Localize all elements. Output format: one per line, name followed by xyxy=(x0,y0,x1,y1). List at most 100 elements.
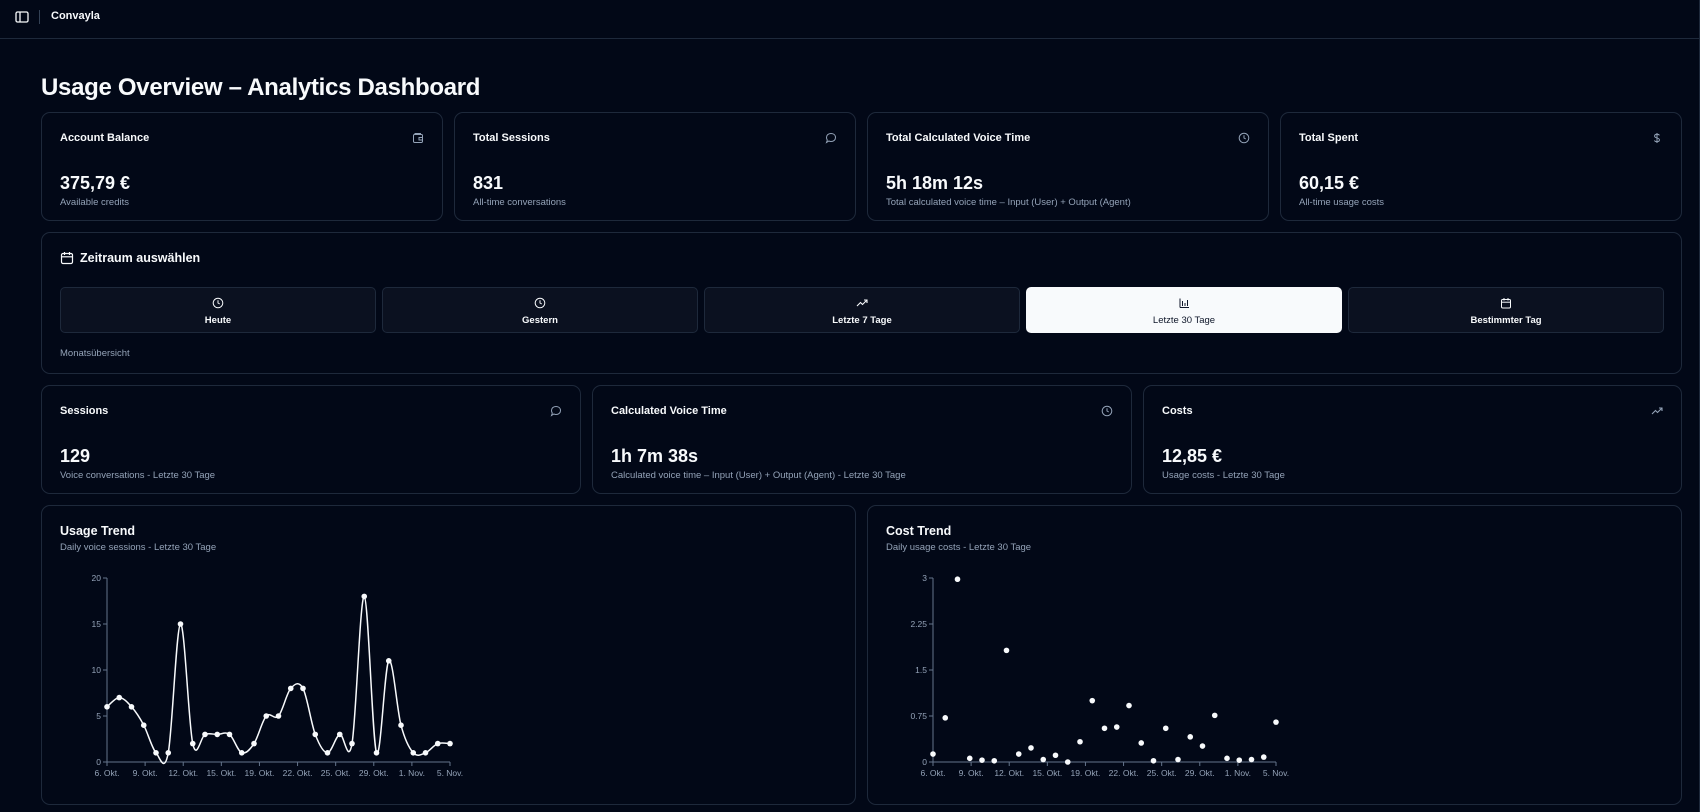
chat-bubble-icon xyxy=(550,405,562,417)
period-button-last-30-days[interactable]: Letzte 30 Tage xyxy=(1026,287,1342,333)
data-point xyxy=(1052,752,1059,759)
total-sessions-card: Total Sessions 831 All-time conversation… xyxy=(454,112,856,221)
voice-time-card: Calculated Voice Time 1h 7m 38s Calculat… xyxy=(592,385,1132,494)
data-point xyxy=(1150,757,1157,764)
data-point xyxy=(1028,745,1034,751)
card-title: Calculated Voice Time xyxy=(611,405,727,417)
bar-chart-icon xyxy=(1179,298,1189,308)
data-point xyxy=(312,731,319,738)
x-tick-label: 9. Okt. xyxy=(133,768,158,778)
data-point xyxy=(1224,755,1230,762)
x-tick-label: 5. Nov. xyxy=(437,768,463,778)
data-point xyxy=(300,685,306,692)
card-value: 1h 7m 38s xyxy=(611,446,699,466)
data-point xyxy=(1101,725,1108,732)
card-title: Total Spent xyxy=(1299,132,1359,144)
data-point xyxy=(251,740,257,747)
card-subtitle: Voice conversations - Letzte 30 Tage xyxy=(60,470,216,481)
data-point xyxy=(1040,756,1047,763)
chat-bubble-icon xyxy=(825,132,837,144)
data-point xyxy=(263,713,270,719)
x-tick-label: 29. Okt. xyxy=(359,768,389,778)
data-point xyxy=(189,740,196,747)
x-tick-label: 12. Okt. xyxy=(994,768,1024,778)
period-button-yesterday[interactable]: Gestern xyxy=(382,287,698,333)
x-tick-label: 15. Okt. xyxy=(206,768,236,778)
data-point xyxy=(373,750,380,756)
card-subtitle: Available credits xyxy=(60,197,130,208)
data-point xyxy=(226,731,233,738)
period-title: Zeitraum auswählen xyxy=(80,251,201,265)
data-point xyxy=(410,750,417,756)
calendar-icon xyxy=(1501,298,1511,309)
card-value: 129 xyxy=(60,446,91,466)
month-overview-note: Monatsübersicht xyxy=(60,348,130,359)
y-tick-label: 5 xyxy=(96,711,101,721)
data-point xyxy=(287,685,294,692)
series-line xyxy=(106,595,451,765)
data-point xyxy=(398,722,404,728)
x-tick-label: 25. Okt. xyxy=(1147,768,1177,778)
data-point xyxy=(1187,734,1194,740)
clock-icon xyxy=(1101,405,1113,417)
y-tick-label: 10 xyxy=(92,665,102,675)
data-point xyxy=(966,755,973,762)
account-balance-card: Account Balance 375,79 € Available credi… xyxy=(41,112,443,221)
y-tick-label: 0 xyxy=(922,757,927,767)
x-tick-label: 25. Okt. xyxy=(321,768,351,778)
data-point xyxy=(1077,738,1083,745)
topbar-divider xyxy=(39,10,40,24)
total-spent-card: Total Spent 60,15 € All-time usage costs xyxy=(1280,112,1682,221)
y-tick-label: 0.75 xyxy=(910,711,927,721)
data-point xyxy=(153,750,159,756)
data-point xyxy=(422,750,429,756)
data-point xyxy=(447,740,453,747)
top-bar: Convayla xyxy=(0,0,1700,39)
data-point xyxy=(214,731,221,738)
x-tick-label: 29. Okt. xyxy=(1185,768,1215,778)
y-tick-label: 20 xyxy=(92,573,102,583)
x-tick-label: 9. Okt. xyxy=(959,768,984,778)
card-value: 12,85 € xyxy=(1162,446,1223,466)
x-tick-label: 1. Nov. xyxy=(1225,768,1251,778)
x-tick-label: 22. Okt. xyxy=(283,768,313,778)
card-title: Total Calculated Voice Time xyxy=(886,132,1031,144)
y-tick-label: 0 xyxy=(96,757,101,767)
sidebar-toggle-icon[interactable] xyxy=(14,9,30,25)
cost-trend-chart: 0 0.75 1.5 2.25 3 6. Okt. 9. Okt. 12. Okt. 15. O… xyxy=(910,573,1289,778)
x-tick-label: 6. Okt. xyxy=(94,768,119,778)
card-subtitle: Total calculated voice time – Input (Use… xyxy=(886,197,1131,208)
data-point xyxy=(1248,756,1255,763)
dollar-icon xyxy=(1653,133,1660,143)
data-point xyxy=(434,740,441,747)
clock-icon xyxy=(1238,132,1250,144)
x-tick-label: 19. Okt. xyxy=(245,768,275,778)
data-point xyxy=(202,731,208,738)
period-button-specific-day[interactable]: Bestimmter Tag xyxy=(1348,287,1664,333)
period-button-last-7-days[interactable]: Letzte 7 Tage xyxy=(704,287,1020,333)
data-point xyxy=(361,593,368,600)
period-button-label: Heute xyxy=(204,315,232,326)
data-point xyxy=(128,704,135,710)
data-point xyxy=(1199,743,1206,749)
x-tick-label: 1. Nov. xyxy=(399,768,425,778)
card-subtitle: Usage costs - Letzte 30 Tage xyxy=(1162,470,1285,481)
card-subtitle: All-time conversations xyxy=(473,197,566,208)
chart-subtitle: Daily usage costs - Letzte 30 Tage xyxy=(886,542,1032,553)
data-point xyxy=(324,750,331,756)
x-tick-label: 19. Okt. xyxy=(1071,768,1101,778)
chart-title: Usage Trend xyxy=(60,524,136,538)
data-point xyxy=(1260,754,1267,760)
trending-up-icon xyxy=(1651,407,1663,415)
data-point xyxy=(1003,647,1010,654)
data-point xyxy=(930,751,936,757)
total-voice-time-card: Total Calculated Voice Time 5h 18m 12s T… xyxy=(867,112,1269,221)
card-title: Sessions xyxy=(60,405,109,417)
app-name: Convayla xyxy=(51,10,100,22)
data-point xyxy=(238,750,245,756)
page-title: Usage Overview – Analytics Dashboard xyxy=(41,74,481,101)
period-button-today[interactable]: Heute xyxy=(60,287,376,333)
period-button-label: Gestern xyxy=(522,315,558,326)
data-point xyxy=(1015,751,1022,757)
data-point xyxy=(954,576,961,583)
